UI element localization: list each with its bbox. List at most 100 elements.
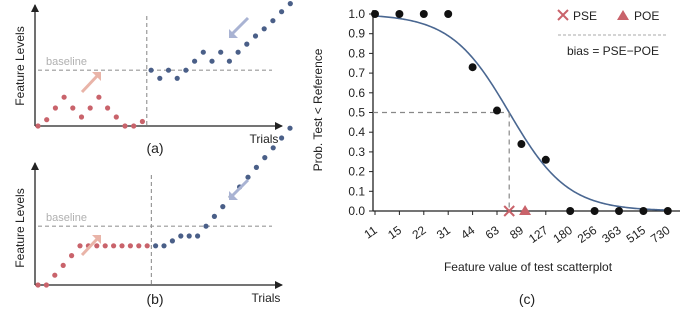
data-point bbox=[639, 207, 648, 215]
blue-dot bbox=[211, 213, 217, 219]
red-dot bbox=[139, 118, 145, 125]
blue-dot bbox=[161, 243, 167, 249]
panel-b-up-arrow bbox=[80, 235, 101, 257]
panel-a-label: (a) bbox=[146, 140, 163, 156]
panel-b: baseline Feature Levels Trials (b) bbox=[13, 125, 293, 307]
panel-c-label: (c) bbox=[519, 291, 535, 307]
red-dot bbox=[35, 282, 41, 288]
x-tick-label: 22 bbox=[410, 223, 429, 242]
blue-dot bbox=[261, 26, 267, 32]
blue-dot bbox=[195, 233, 201, 239]
red-dot bbox=[77, 243, 83, 249]
blue-dot bbox=[270, 18, 276, 24]
y-tick-label: 0.0 bbox=[348, 204, 365, 218]
y-tick-label: 1.0 bbox=[348, 7, 365, 21]
blue-dot bbox=[279, 9, 285, 15]
blue-dot bbox=[218, 49, 224, 55]
blue-dot bbox=[209, 58, 215, 64]
blue-dot bbox=[244, 41, 250, 47]
red-dot bbox=[119, 243, 125, 249]
data-point bbox=[395, 10, 404, 18]
pse-marker bbox=[503, 205, 515, 217]
legend-poe-label: POE bbox=[634, 9, 659, 23]
panel-a-baseline-label: baseline bbox=[46, 56, 87, 68]
data-point bbox=[493, 106, 501, 115]
panel-b-down-arrow bbox=[229, 178, 250, 200]
panel-c-xlabel: Feature value of test scatterplot bbox=[444, 260, 613, 274]
red-dot bbox=[102, 243, 108, 249]
panel-c-fit-curve bbox=[372, 15, 671, 211]
red-dot bbox=[144, 243, 150, 249]
legend-bias-label: bias = PSE−POE bbox=[567, 44, 659, 58]
legend-pse-marker bbox=[557, 9, 569, 21]
panel-a-blue-series bbox=[148, 1, 293, 81]
panel-c-x-ticks: 11 15 22 31 44 63 89 127 180 256 363 515 730 bbox=[361, 211, 673, 246]
blue-dot bbox=[252, 33, 259, 39]
y-tick-label: 0.1 bbox=[348, 184, 365, 198]
red-dot bbox=[136, 243, 142, 249]
x-tick-label: 63 bbox=[483, 223, 502, 242]
x-tick-label: 180 bbox=[550, 223, 575, 246]
data-point bbox=[468, 63, 477, 72]
data-point bbox=[541, 155, 550, 164]
blue-dot bbox=[253, 164, 259, 170]
red-dot bbox=[105, 105, 111, 111]
y-tick-label: 0.8 bbox=[348, 46, 365, 60]
panel-c-ylabel: Prob. Test < Reference bbox=[311, 48, 325, 171]
legend-poe-marker bbox=[617, 10, 629, 20]
blue-dot bbox=[287, 125, 293, 131]
blue-dot bbox=[270, 145, 276, 151]
blue-dot bbox=[287, 1, 293, 7]
blue-dot bbox=[178, 233, 184, 239]
blue-dot bbox=[200, 49, 206, 55]
panel-a-red-series bbox=[35, 94, 145, 129]
y-tick-label: 0.9 bbox=[348, 27, 365, 41]
red-dot bbox=[70, 105, 76, 111]
blue-dot bbox=[174, 75, 180, 81]
red-dot bbox=[131, 123, 137, 129]
red-dot bbox=[87, 105, 93, 111]
blue-dot bbox=[262, 155, 268, 161]
y-tick-label: 0.4 bbox=[348, 125, 365, 139]
blue-dot bbox=[192, 58, 198, 64]
panel-b-ylabel: Feature Levels bbox=[13, 188, 27, 267]
panel-c-y-ticks: 0.0 0.1 0.2 0.3 0.4 0.5 0.6 0.7 0.8 0.9 1.0 bbox=[348, 7, 373, 218]
x-tick-label: 256 bbox=[575, 223, 600, 246]
data-point bbox=[615, 207, 623, 215]
panel-c-pse-guides bbox=[373, 111, 510, 211]
x-tick-label: 363 bbox=[599, 223, 624, 246]
blue-dot bbox=[186, 233, 192, 239]
blue-dot bbox=[220, 204, 226, 210]
x-tick-label: 44 bbox=[458, 223, 477, 242]
data-point bbox=[566, 207, 575, 215]
blue-dot bbox=[203, 223, 209, 229]
y-tick-label: 0.6 bbox=[348, 86, 365, 100]
panel-a-down-arrow bbox=[229, 16, 250, 38]
red-dot bbox=[111, 243, 117, 249]
panel-a-ylabel: Feature Levels bbox=[13, 26, 27, 105]
red-dot bbox=[113, 114, 119, 120]
panel-b-red-series bbox=[35, 243, 150, 288]
red-dot bbox=[44, 117, 50, 123]
red-dot bbox=[94, 243, 100, 249]
x-tick-label: 730 bbox=[648, 223, 673, 246]
blue-dot bbox=[157, 75, 163, 81]
panel-b-label: (b) bbox=[146, 291, 163, 307]
y-tick-label: 0.7 bbox=[348, 66, 365, 80]
red-dot bbox=[96, 94, 102, 100]
x-tick-label: 11 bbox=[361, 223, 380, 242]
data-point bbox=[517, 140, 526, 149]
x-tick-label: 15 bbox=[385, 223, 404, 242]
panel-c-legend: PSE POE bias = PSE−POE bbox=[557, 9, 668, 58]
data-point bbox=[371, 10, 379, 18]
x-tick-label: 127 bbox=[526, 223, 551, 246]
red-dot bbox=[127, 243, 133, 249]
red-dot bbox=[78, 114, 85, 120]
blue-dot bbox=[148, 67, 154, 73]
panel-c: 0.0 0.1 0.2 0.3 0.4 0.5 0.6 0.7 0.8 0.9 1.0 11 15 22… bbox=[311, 7, 680, 307]
y-tick-label: 0.3 bbox=[348, 145, 365, 159]
red-dot bbox=[52, 105, 59, 111]
y-tick-label: 0.2 bbox=[348, 165, 365, 179]
panel-a-up-arrow bbox=[80, 72, 101, 94]
